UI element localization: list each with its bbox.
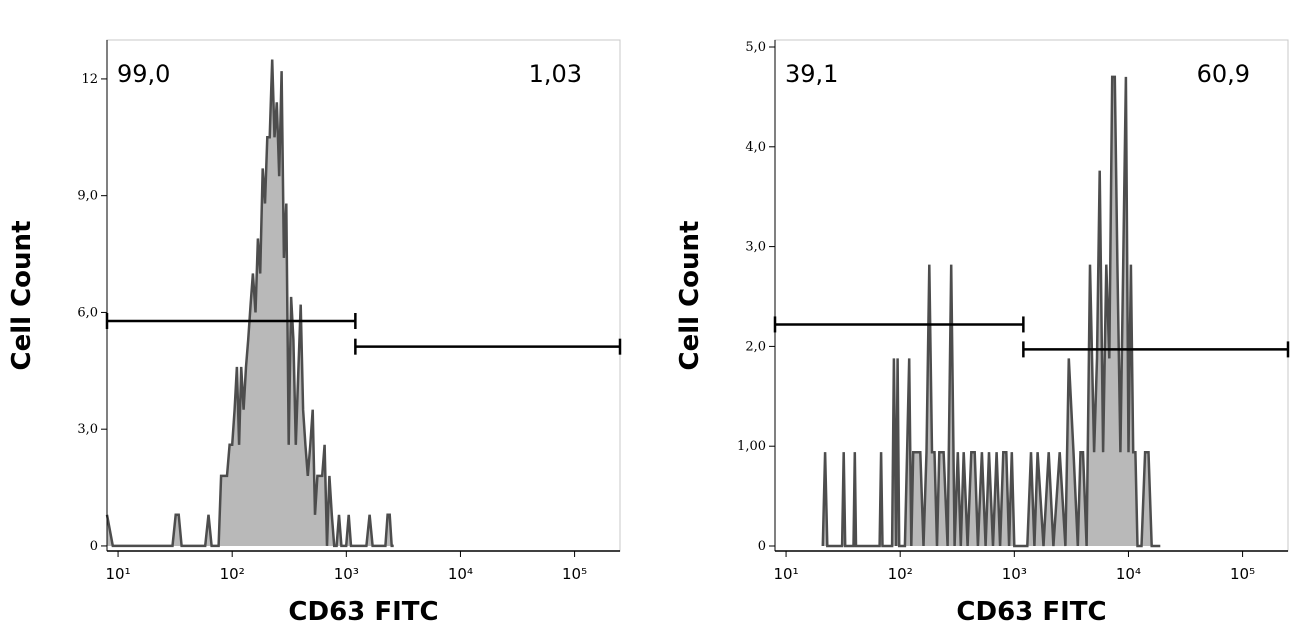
x-tick-label: 10² (888, 565, 913, 583)
y-tick-label: 2,0 (745, 339, 766, 354)
gate (105, 312, 357, 329)
x-axis-title: CD63 FITC (956, 597, 1106, 627)
y-tick-label: 12 (81, 72, 98, 87)
gate (354, 338, 622, 355)
y-tick-label: 9,0 (77, 189, 98, 204)
y-tick-label: 3,0 (77, 422, 98, 437)
gate (1022, 341, 1290, 358)
x-axis-title: CD63 FITC (288, 597, 438, 627)
x-tick-label: 10² (220, 565, 245, 583)
gate (773, 316, 1025, 333)
x-tick-label: 10³ (1002, 565, 1027, 583)
y-tick-label: 3,0 (745, 240, 766, 255)
y-tick-label: 4,0 (745, 140, 766, 155)
x-tick-label: 10¹ (774, 565, 799, 583)
x-tick-label: 10³ (334, 565, 359, 583)
y-tick-label: 0 (758, 539, 766, 554)
histogram-line (105, 59, 394, 548)
gate-percentage: 99,0 (117, 60, 170, 88)
y-tick-label: 6,0 (77, 305, 98, 320)
plot-frame (106, 39, 621, 552)
x-tick-label: 10⁵ (1230, 565, 1255, 583)
histogram-fill (822, 76, 1161, 547)
x-tick-label: 10⁵ (562, 565, 587, 583)
y-axis-title: Cell Count (675, 221, 705, 371)
x-tick-label: 10⁴ (1116, 565, 1141, 583)
histogram-fill (107, 59, 394, 546)
gate-percentage: 60,9 (1197, 60, 1250, 88)
x-tick-label: 10¹ (106, 565, 131, 583)
histogram-panel: 0 3,0 6,0 9,0 12 10¹ 10² 10³ 10⁴ 10⁵ 99,0 1,03 CD63 … (7, 39, 622, 627)
x-tick-label: 10⁴ (448, 565, 473, 583)
y-tick-label: 5,0 (745, 40, 766, 55)
y-tick-label: 1,00 (737, 439, 766, 454)
histogram-line (821, 75, 1161, 548)
gate-percentage: 39,1 (785, 60, 838, 88)
histogram-panel: 0 1,00 2,0 3,0 4,0 5,0 10¹ 10² 10³ 10⁴ 10⁵ 39,1 60,9… (675, 39, 1290, 627)
y-tick-label: 0 (90, 539, 98, 554)
y-axis-title: Cell Count (7, 221, 37, 371)
gate-percentage: 1,03 (529, 60, 582, 88)
